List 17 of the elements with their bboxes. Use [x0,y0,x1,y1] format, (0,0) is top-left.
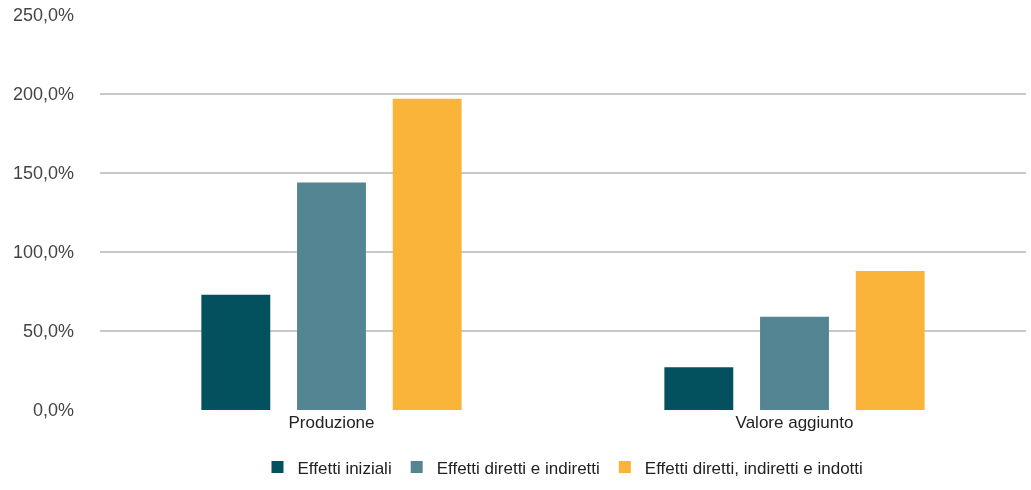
x-tick-label: Produzione [288,413,375,432]
y-tick-label: 50,0% [22,321,74,342]
legend-label: Effetti diretti, indiretti e indotti [644,458,863,478]
y-tick-label: 0,0% [32,400,74,421]
bar [297,182,366,410]
x-tick-label: Valore aggiunto [735,413,854,432]
bar [664,367,734,410]
y-tick-label: 250,0% [12,5,74,26]
bar [201,294,271,410]
legend-label: Effetti iniziali [297,458,392,478]
bar [760,316,829,410]
bar [392,98,462,410]
y-tick-label: 100,0% [12,242,74,263]
legend-label: Effetti diretti e indiretti [436,458,600,478]
y-tick-label: 150,0% [12,163,74,184]
bar [855,270,925,410]
y-tick-label: 200,0% [12,84,74,105]
